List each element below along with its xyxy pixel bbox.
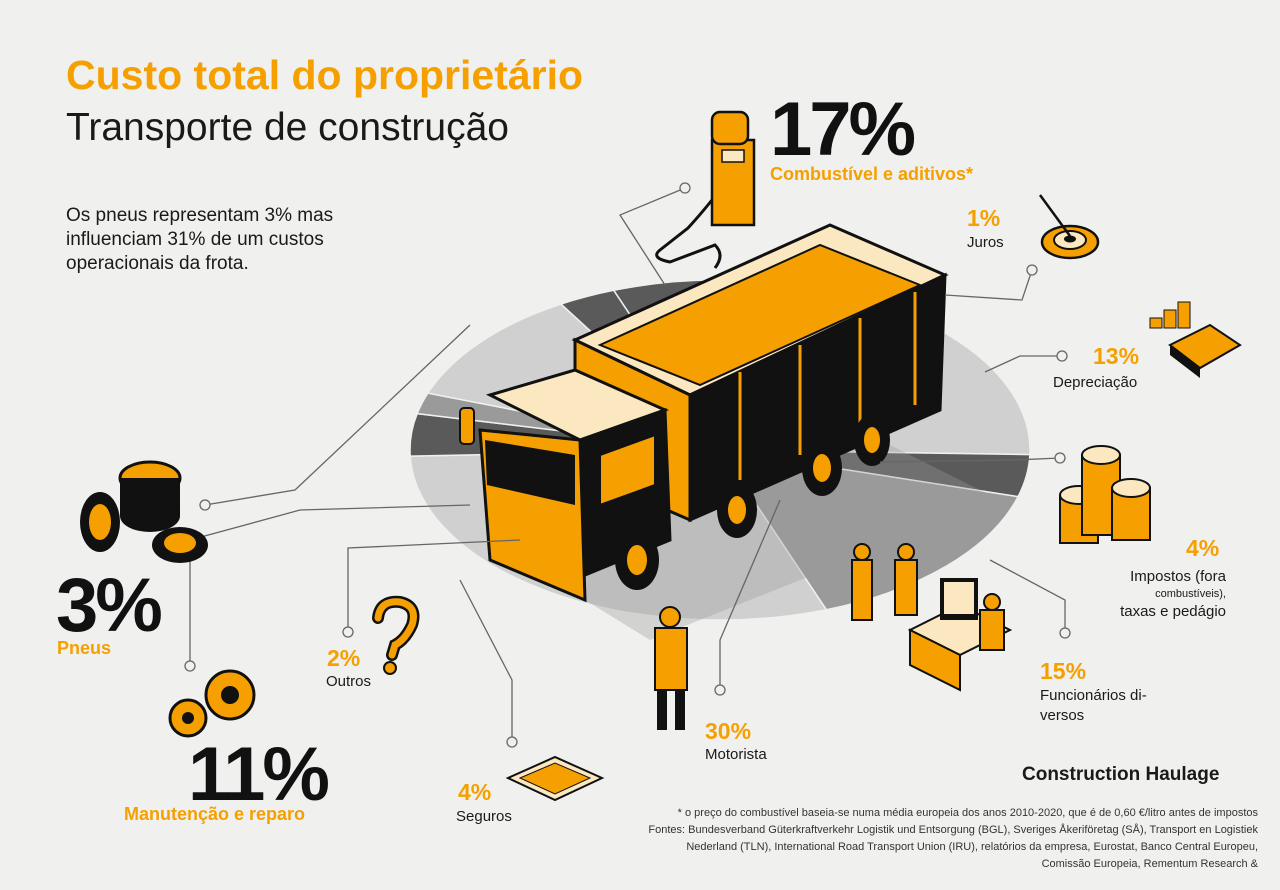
slice-value: 13% bbox=[1093, 343, 1140, 369]
leader-lines bbox=[189, 187, 1066, 742]
driver-icon bbox=[654, 606, 688, 730]
slice-value: 30% bbox=[705, 718, 752, 744]
slice-value: 4% bbox=[458, 779, 492, 805]
target-icon bbox=[1038, 194, 1100, 260]
tires-icon bbox=[80, 460, 208, 563]
page-subtitle: Transporte de construção bbox=[66, 106, 509, 149]
question-mark-icon bbox=[372, 595, 420, 675]
slice-label: Manutenção e reparo bbox=[124, 804, 306, 824]
slice-value: 4% bbox=[1186, 535, 1220, 561]
slice-value: 11% bbox=[188, 732, 330, 817]
slice-label: Outros bbox=[326, 673, 372, 690]
slice-value: 3% bbox=[56, 563, 163, 648]
slice-value: 1% bbox=[967, 205, 1001, 231]
footnote: * o preço do combustível baseia-se numa … bbox=[648, 807, 1258, 870]
slice-value: 15% bbox=[1040, 658, 1087, 684]
gears-icon bbox=[168, 669, 256, 738]
brand-name: Construction Haulage bbox=[1022, 764, 1220, 785]
fuel-pump-icon bbox=[655, 110, 756, 269]
slice-value: 17% bbox=[770, 87, 916, 172]
slice-label: Combustível e aditivos* bbox=[770, 164, 974, 184]
certificate-icon bbox=[505, 755, 605, 802]
slice-label: Impostos (fora combustíveis), taxas e pe… bbox=[1120, 568, 1226, 620]
slice-value: 2% bbox=[327, 645, 361, 671]
page-title: Custo total do proprietário bbox=[66, 52, 584, 98]
coins-icon bbox=[1059, 445, 1151, 544]
slice-label: Motorista bbox=[705, 746, 767, 763]
truck-shadow bbox=[520, 440, 1000, 640]
slice-label: Depreciação bbox=[1053, 374, 1138, 391]
slice-label: Juros bbox=[967, 234, 1004, 251]
intro-text: Os pneus representam 3% mas influenciam … bbox=[66, 205, 334, 274]
truck-illustration bbox=[459, 223, 949, 603]
leader-dots bbox=[184, 182, 1071, 748]
slice-label: Pneus bbox=[57, 638, 112, 658]
slice-label: Seguros bbox=[456, 808, 512, 825]
office-workers-icon bbox=[851, 543, 1013, 692]
calculator-icon bbox=[1149, 301, 1242, 378]
slice-label: Funcionários di- versos bbox=[1040, 687, 1147, 724]
